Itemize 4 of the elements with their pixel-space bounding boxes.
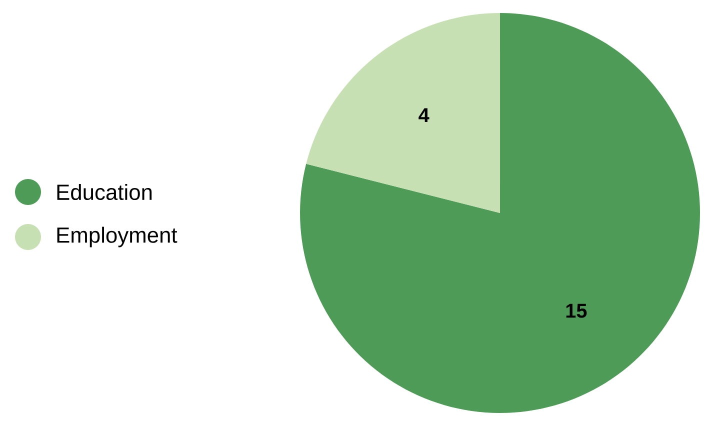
legend-label: Education [57, 184, 152, 200]
data-label: 4 [418, 108, 430, 122]
legend-label: Employment [57, 226, 178, 248]
data-label: 15 [566, 304, 587, 318]
